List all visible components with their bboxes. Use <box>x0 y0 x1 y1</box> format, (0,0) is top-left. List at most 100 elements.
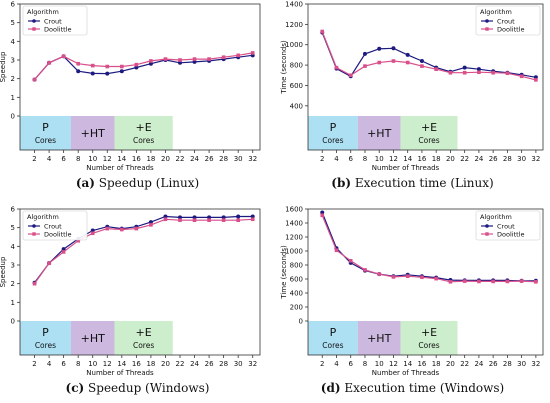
data-point-doolittle <box>334 248 339 253</box>
region-sublabel: Cores <box>133 136 154 145</box>
caption-a-text: Speedup (Linux) <box>98 176 200 190</box>
data-point-doolittle <box>448 70 453 75</box>
data-point-doolittle <box>334 65 339 70</box>
x-tick-label: 26 <box>489 360 498 368</box>
region-label: +E <box>421 326 437 339</box>
legend-marker <box>485 232 489 236</box>
series-line-crout <box>34 215 253 284</box>
caption-c-text: Speedup (Windows) <box>88 381 210 395</box>
series-line-crout <box>321 212 536 282</box>
legend-marker <box>485 224 489 228</box>
y-tick-label: 1400 <box>285 1 303 9</box>
legend-marker <box>485 27 489 31</box>
y-axis-label: Speedup <box>0 256 7 287</box>
data-point-doolittle <box>120 227 124 232</box>
legend-label: Crout <box>497 17 515 25</box>
x-tick-label: 6 <box>348 155 353 163</box>
data-point-doolittle <box>505 71 510 76</box>
data-point-doolittle <box>348 73 353 78</box>
y-tick-label: 0 <box>299 318 303 326</box>
data-point-doolittle <box>236 218 240 222</box>
x-tick-label: 6 <box>348 360 353 368</box>
region-band <box>70 321 115 355</box>
x-tick-label: 30 <box>234 360 243 368</box>
caption-b-letter: (b) <box>331 176 352 190</box>
data-point-doolittle <box>76 61 80 66</box>
x-tick-label: 30 <box>517 155 526 163</box>
x-tick-label: 26 <box>205 155 214 163</box>
data-point-doolittle <box>320 213 325 218</box>
y-tick-label: 6 <box>11 206 16 214</box>
data-point-doolittle <box>377 272 382 276</box>
series-line-crout <box>34 54 253 80</box>
data-point-doolittle <box>178 58 182 62</box>
region-band <box>114 116 173 150</box>
caption-d-text: Execution time (Windows) <box>344 381 505 395</box>
series-line-crout <box>321 32 537 78</box>
x-tick-label: 18 <box>432 360 441 368</box>
data-point-doolittle <box>477 70 481 75</box>
data-point-doolittle <box>163 57 168 61</box>
data-point-doolittle <box>491 70 495 75</box>
data-point-doolittle <box>149 59 153 63</box>
x-tick-label: 20 <box>446 155 455 163</box>
data-point-doolittle <box>120 64 124 69</box>
x-tick-label: 16 <box>417 155 426 163</box>
y-tick-label: 3 <box>11 262 15 270</box>
caption-d: (d) Execution time (Windows) <box>275 381 550 395</box>
region-band <box>114 321 173 355</box>
x-tick-label: 20 <box>161 360 170 368</box>
y-axis-label: Time (seconds) <box>280 245 288 300</box>
region-label: P <box>42 121 49 134</box>
x-tick-label: 16 <box>132 155 141 163</box>
legend-label: Doolittle <box>44 230 71 238</box>
region-label: P <box>42 326 49 339</box>
legend-label: Crout <box>497 222 515 230</box>
data-point-doolittle <box>477 279 481 284</box>
y-tick-label: 4 <box>11 38 16 46</box>
region-band <box>20 321 71 355</box>
x-tick-label: 32 <box>248 155 257 163</box>
data-point-doolittle <box>505 279 510 284</box>
x-tick-label: 24 <box>474 155 483 163</box>
data-point-doolittle <box>90 231 95 236</box>
x-tick-label: 18 <box>146 360 155 368</box>
x-tick-label: 18 <box>432 155 441 163</box>
x-tick-label: 8 <box>76 155 80 163</box>
data-point-doolittle <box>105 64 110 69</box>
region-label: +E <box>136 326 152 339</box>
x-tick-label: 10 <box>88 155 97 163</box>
data-point-doolittle <box>434 67 438 71</box>
y-tick-label: 2 <box>11 75 15 83</box>
x-tick-label: 30 <box>234 155 243 163</box>
region-sublabel: Cores <box>322 341 343 350</box>
y-tick-label: 1 <box>11 94 15 102</box>
legend-title: Algorithm <box>27 8 59 16</box>
x-tick-label: 6 <box>61 155 66 163</box>
data-point-crout <box>377 46 382 51</box>
legend-title: Algorithm <box>27 213 59 221</box>
data-point-doolittle <box>47 261 51 265</box>
series-line-doolittle <box>34 218 253 285</box>
data-point-doolittle <box>178 218 182 222</box>
data-point-doolittle <box>534 78 538 82</box>
data-point-doolittle <box>32 77 37 82</box>
region-label: +HT <box>81 332 105 345</box>
y-tick-label: 200 <box>290 304 303 312</box>
series-line-doolittle <box>34 52 253 80</box>
data-point-doolittle <box>491 279 495 284</box>
y-tick-label: 3 <box>11 57 15 65</box>
region-sublabel: Cores <box>133 341 154 350</box>
x-tick-label: 8 <box>76 360 80 368</box>
x-tick-label: 24 <box>190 155 199 163</box>
data-point-crout <box>105 71 110 76</box>
caption-a-letter: (a) <box>75 176 95 190</box>
y-tick-label: 400 <box>290 102 303 110</box>
x-tick-label: 8 <box>363 155 367 163</box>
region-label: +E <box>136 121 152 134</box>
data-point-doolittle <box>134 226 139 231</box>
x-axis-label: Number of Threads <box>86 164 154 172</box>
data-point-doolittle <box>434 276 438 281</box>
series-line-doolittle <box>321 215 536 283</box>
